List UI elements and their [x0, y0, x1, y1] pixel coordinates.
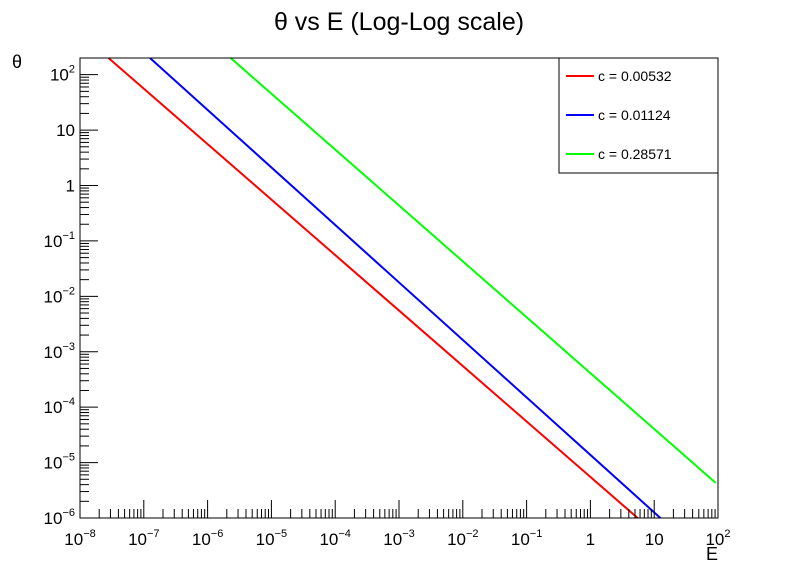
x-tick-label: 10−8: [64, 528, 95, 549]
y-axis: 10−6 10−5 10−4 10−3 10−2 10−1 1 10 102: [44, 57, 98, 528]
x-tick-label: 10−4: [319, 528, 350, 549]
x-tick-label: 10−3: [383, 528, 414, 549]
x-tick-label: 1: [586, 530, 595, 549]
y-tick-label: 1: [66, 177, 75, 196]
y-tick-label: 10−2: [44, 285, 75, 306]
x-tick-label: 10−7: [128, 528, 159, 549]
legend-entry-label: c = 0.28571: [598, 146, 672, 162]
y-tick-label: 10−4: [44, 396, 75, 417]
series-line-1: [107, 58, 639, 518]
legend-entry-label: c = 0.00532: [598, 68, 672, 84]
y-tick-label: 10−6: [44, 507, 75, 528]
y-tick-label: 10−5: [44, 452, 75, 473]
legend: c = 0.00532 c = 0.01124 c = 0.28571: [558, 57, 719, 174]
x-tick-label: 102: [705, 528, 730, 549]
x-tick-label: 10−1: [511, 528, 542, 549]
y-tick-label: 10−3: [44, 341, 75, 362]
x-axis: 10−8 10−7 10−6 10−5 10−4 10−3 10−2 10−1 1 10 102: [64, 500, 731, 549]
y-axis-label: θ: [12, 52, 22, 72]
chart-title: θ vs E (Log-Log scale): [274, 8, 524, 36]
y-tick-label: 102: [50, 64, 75, 85]
x-tick-label: 10: [645, 530, 664, 549]
x-axis-label: E: [706, 544, 718, 564]
legend-entry-label: c = 0.01124: [598, 107, 671, 123]
x-tick-label: 10−6: [192, 528, 223, 549]
y-tick-label: 10−1: [44, 230, 75, 251]
x-tick-label: 10−5: [256, 528, 287, 549]
x-tick-label: 10−2: [447, 528, 478, 549]
y-tick-label: 10: [56, 121, 75, 140]
series-layer: [107, 58, 717, 518]
series-line-2: [149, 58, 662, 518]
series-line-3: [230, 58, 717, 484]
